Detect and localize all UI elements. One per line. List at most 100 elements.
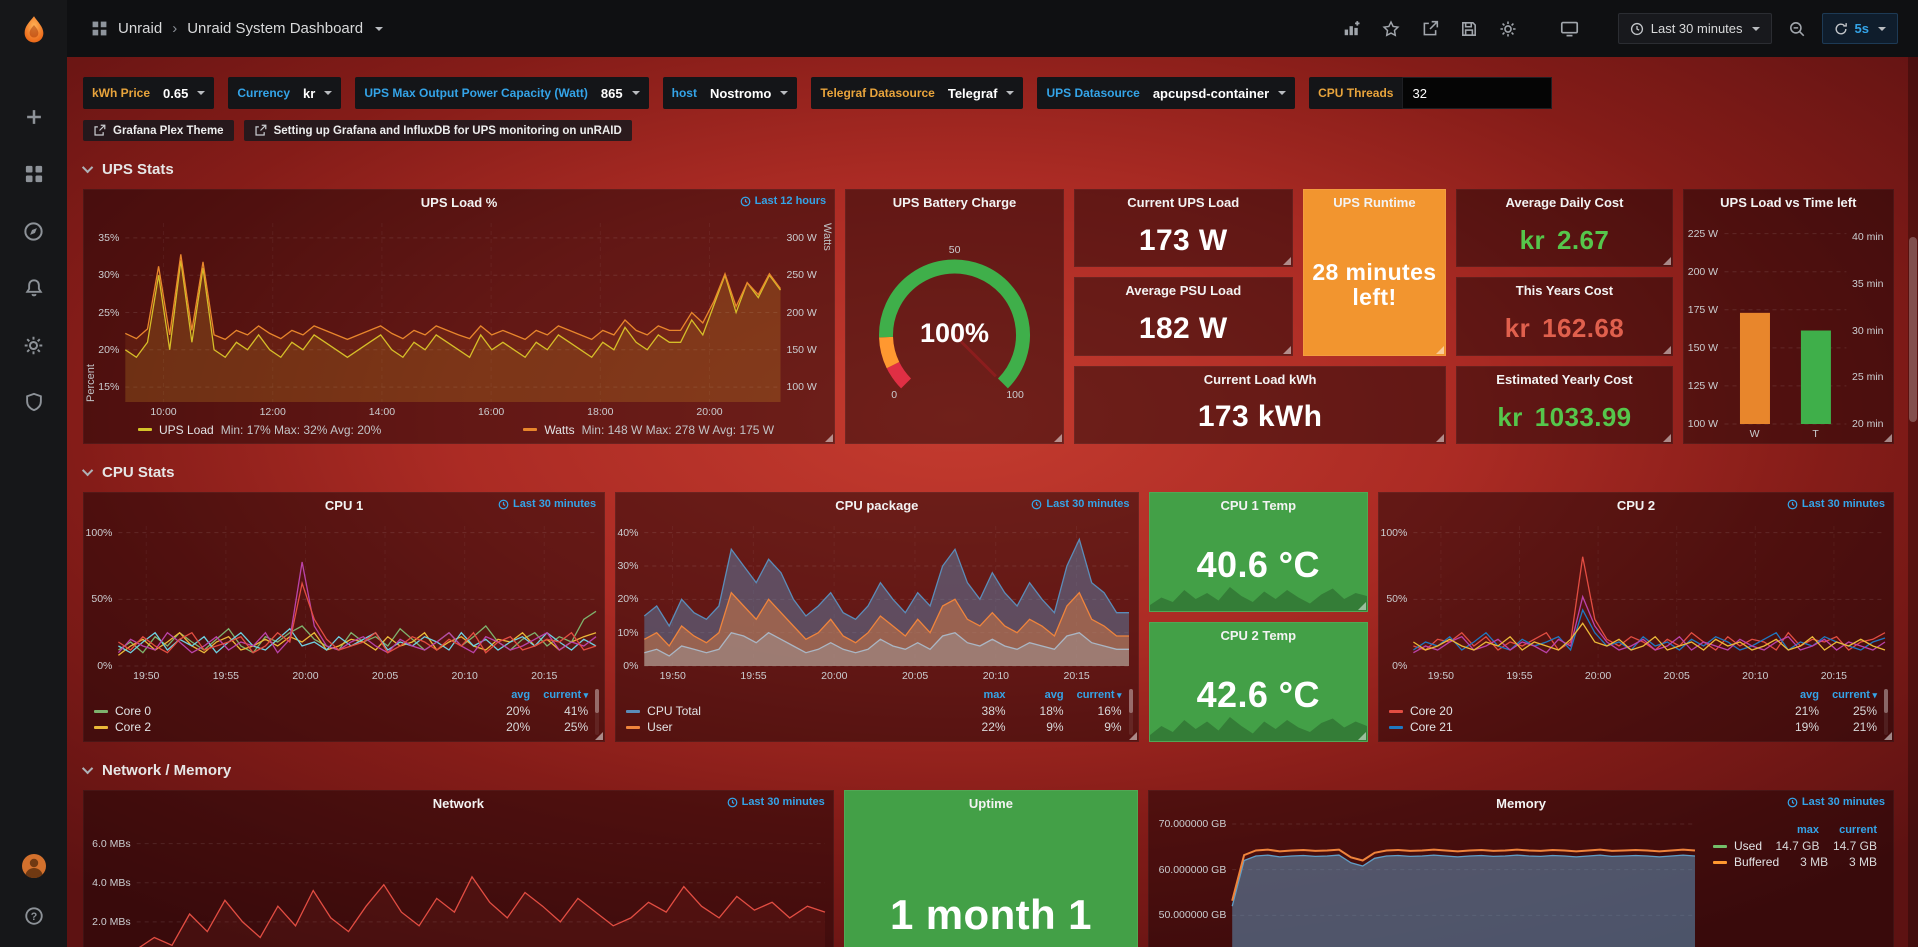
cpu1-legend[interactable]: avgcurrentCore 020%41%Core 220%25% — [84, 685, 604, 741]
chevron-down-icon[interactable] — [375, 26, 384, 31]
legend-sort-header[interactable]: current — [1819, 689, 1877, 701]
add-panel-button[interactable] — [1338, 16, 1366, 42]
legend-scrollbar[interactable] — [1884, 689, 1888, 735]
section-network-memory[interactable]: Network / Memory — [81, 760, 1894, 780]
panel-title[interactable]: UPS Load % — [420, 195, 498, 210]
legend-sort-header[interactable]: max — [983, 689, 1006, 701]
variable-value[interactable]: apcupsd-container — [1149, 86, 1295, 101]
cpu-threads-input[interactable] — [1402, 77, 1553, 109]
sidebar-item-dashboards[interactable] — [17, 159, 51, 189]
dashboard-link-ups-monitoring-guide[interactable]: Setting up Grafana and InfluxDB for UPS … — [243, 120, 632, 141]
legend-series-toggle[interactable]: Used — [1713, 839, 1762, 853]
legend-sort-header[interactable]: max — [1796, 824, 1819, 836]
variable-host[interactable]: host Nostromo — [662, 77, 798, 109]
legend-scrollbar[interactable] — [1128, 689, 1133, 735]
panel-title[interactable]: UPS Battery Charge — [892, 195, 1017, 210]
sidebar-item-help[interactable]: ? — [17, 901, 51, 931]
panel-title[interactable]: Memory — [1496, 796, 1546, 811]
legend-series-toggle[interactable]: Core 20 — [1388, 704, 1761, 718]
variable-value[interactable]: Telegraf — [944, 86, 1024, 101]
variable-value[interactable]: 0.65 — [159, 86, 214, 101]
panel-title[interactable]: CPU 1 Temp — [1220, 498, 1297, 513]
cycle-view-button[interactable] — [1556, 16, 1584, 42]
legend-series-toggle[interactable]: Core 0 — [94, 704, 472, 718]
panel-title[interactable]: UPS Load vs Time left — [1720, 195, 1857, 210]
variable-kwh-price[interactable]: kWh Price 0.65 — [83, 77, 215, 109]
legend-item[interactable]: UPS Load Min: 17% Max: 32% Avg: 20% — [138, 423, 381, 437]
legend-series-toggle[interactable]: CPU Total — [626, 704, 947, 718]
panel-title[interactable]: Average Daily Cost — [1505, 195, 1624, 210]
variable-telegraf-datasource[interactable]: Telegraf Datasource Telegraf — [811, 77, 1024, 109]
legend-series-toggle[interactable]: Buffered — [1713, 855, 1779, 869]
cpu1-chart[interactable]: 0% 50% 100% 19:50 19:55 20:00 20:05 20:10 20:15 — [84, 518, 604, 685]
panel-title[interactable]: Current Load kWh — [1203, 371, 1317, 387]
grafana-logo[interactable] — [0, 0, 67, 60]
time-picker[interactable]: Last 30 minutes — [1617, 13, 1772, 44]
legend-item[interactable]: Watts Min: 148 W Max: 278 W Avg: 175 W — [523, 423, 774, 437]
sidebar-item-profile[interactable] — [17, 851, 51, 881]
network-chart[interactable]: 2.0 MBs 4.0 MBs 6.0 MBs — [84, 816, 833, 947]
variable-currency[interactable]: Currency kr — [228, 77, 342, 109]
panel-title[interactable]: CPU package — [835, 498, 919, 513]
panel-title[interactable]: CPU 2 Temp — [1220, 628, 1297, 643]
legend-series-toggle[interactable]: Core 2 — [94, 720, 472, 734]
memory-chart[interactable]: 50.000000 GB 60.000000 GB 70.000000 GB — [1149, 816, 1703, 947]
zoom-out-button[interactable] — [1783, 16, 1811, 42]
memory-legend[interactable]: max current Used 14.7 GB 14.7 GB Buffered 3 MB… — [1703, 816, 1893, 947]
stat-value: 173 W — [1138, 223, 1228, 257]
panel-title[interactable]: Estimated Yearly Cost — [1496, 371, 1633, 387]
breadcrumb-page[interactable]: Unraid System Dashboard — [187, 20, 364, 37]
legend-sort-header[interactable]: avg — [1800, 689, 1819, 701]
panel-title[interactable]: Current UPS Load — [1127, 195, 1240, 210]
clock-icon — [1630, 22, 1643, 35]
ups-load-legend[interactable]: UPS Load Min: 17% Max: 32% Avg: 20% Watts M… — [84, 421, 834, 443]
legend-series-toggle[interactable]: Core 21 — [1388, 720, 1761, 734]
legend-scrollbar[interactable] — [595, 689, 600, 735]
variable-value[interactable]: kr — [299, 86, 341, 101]
tick: 50.000000 GB — [1158, 909, 1227, 922]
refresh-picker[interactable]: 5s — [1821, 13, 1898, 44]
save-button[interactable] — [1455, 16, 1483, 42]
chevron-down-icon — [81, 762, 94, 775]
section-ups-stats[interactable]: UPS Stats — [81, 159, 1894, 179]
panel-title[interactable]: Average PSU Load — [1125, 283, 1242, 299]
panel-title[interactable]: Uptime — [968, 796, 1013, 811]
cpu2-chart[interactable]: 0% 50% 100% 19:50 19:55 20:00 20:05 20:10 20:15 — [1379, 518, 1893, 685]
star-button[interactable] — [1377, 16, 1405, 42]
cpu-package-chart[interactable]: 0% 10% 20% 30% 40% 19:50 19:55 20:00 20:05 20:10 2… — [616, 518, 1137, 685]
dashboard-settings-button[interactable] — [1494, 16, 1522, 42]
share-button[interactable] — [1416, 16, 1444, 42]
panel-title[interactable]: Network — [432, 796, 485, 811]
panel-title[interactable]: CPU 1 — [324, 498, 364, 513]
legend-sort-header[interactable]: avg — [511, 689, 531, 701]
sidebar-item-create[interactable] — [17, 102, 51, 132]
legend-sort-header[interactable]: current — [1064, 689, 1122, 701]
variable-value[interactable]: 865 — [597, 86, 649, 101]
sidebar-item-configuration[interactable] — [17, 330, 51, 360]
variable-ups-max-output[interactable]: UPS Max Output Power Capacity (Watt) 865 — [355, 77, 649, 109]
legend-sort-header[interactable]: current — [530, 689, 588, 701]
battery-gauge[interactable]: 0 50 100 100% — [846, 215, 1063, 443]
sidebar-item-explore[interactable] — [17, 216, 51, 246]
section-cpu-stats[interactable]: CPU Stats — [81, 462, 1894, 482]
legend-sort-header[interactable]: current — [1839, 824, 1877, 836]
ups-load-chart[interactable]: 15% 20% 25% 30% 35% 100 W 150 W 200 W 250 W 300 W… — [84, 215, 834, 421]
breadcrumb-app[interactable]: Unraid — [118, 20, 163, 37]
variable-cpu-threads[interactable]: CPU Threads — [1309, 77, 1553, 109]
panel-title[interactable]: CPU 2 — [1616, 498, 1656, 513]
variable-value[interactable]: Nostromo — [706, 86, 797, 101]
variable-ups-datasource[interactable]: UPS Datasource apcupsd-container — [1037, 77, 1296, 109]
sidebar-item-server-admin[interactable] — [17, 387, 51, 417]
legend-series-toggle[interactable]: User — [626, 720, 947, 734]
panel-title[interactable]: This Years Cost — [1515, 283, 1614, 299]
scrollbar-thumb[interactable] — [1909, 237, 1917, 422]
panel-title[interactable]: UPS Runtime — [1333, 195, 1416, 210]
sidebar-item-alerting[interactable] — [17, 273, 51, 303]
legend-sort-header[interactable]: avg — [1044, 689, 1064, 701]
page-scrollbar[interactable] — [1908, 57, 1918, 947]
dashboard-link-plex-theme[interactable]: Grafana Plex Theme — [83, 120, 234, 141]
zoom-out-icon — [1789, 21, 1804, 36]
load-vs-time-chart[interactable]: 100 W 125 W 150 W 175 W 200 W 225 W 20 min 25 m… — [1684, 215, 1893, 443]
